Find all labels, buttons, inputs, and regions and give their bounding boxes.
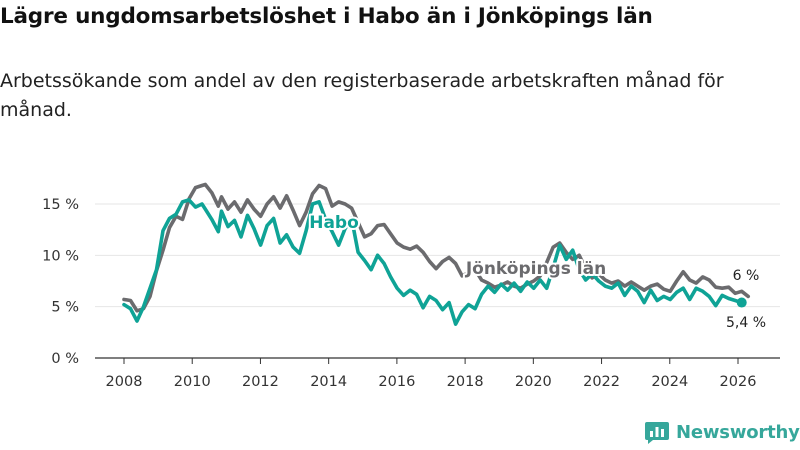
y-tick-label: 0 % bbox=[51, 351, 79, 367]
chart-title: Lägre ungdomsarbetslöshet i Habo än i Jö… bbox=[0, 4, 653, 29]
jonkopings-lan-series-label-halo: Jönköpings län bbox=[465, 259, 606, 279]
x-tick-label: 2018 bbox=[447, 374, 484, 390]
jonkopings-lan-end-value-label-text: 6 % bbox=[733, 268, 760, 284]
habo-endpoint-marker bbox=[736, 297, 747, 308]
habo-series-line bbox=[122, 198, 744, 326]
x-tick-label: 2012 bbox=[242, 374, 279, 390]
habo-series-label-halo: Habo bbox=[309, 213, 359, 233]
brand-name: Newsworthy bbox=[676, 421, 800, 443]
x-tick-label: 2016 bbox=[378, 374, 415, 390]
habo-end-value-label: 5,4 %5,4 % bbox=[724, 313, 768, 333]
x-tick-label: 2024 bbox=[651, 374, 688, 390]
habo-end-value-label-text: 5,4 % bbox=[726, 315, 766, 331]
jonkopings-lan-series-line bbox=[122, 182, 750, 313]
x-tick-label: 2026 bbox=[720, 374, 757, 390]
habo-end-value-label-halo: 5,4 % bbox=[726, 315, 766, 331]
y-axis: 0 % 5 % 10 % 15 % bbox=[42, 197, 79, 367]
jonkopings-lan-series-label-text: Jönköpings län bbox=[465, 259, 606, 279]
chart-subtitle: Arbetssökande som andel av den registerb… bbox=[0, 70, 724, 121]
x-tick-label: 2014 bbox=[310, 374, 347, 390]
x-tick-label: 2022 bbox=[583, 374, 620, 390]
y-tick-label: 15 % bbox=[42, 197, 79, 213]
x-tick-label: 2010 bbox=[174, 374, 211, 390]
y-tick-label: 10 % bbox=[42, 248, 79, 264]
jonkopings-lan-end-value-label: 6 %6 % bbox=[731, 266, 762, 286]
gridlines bbox=[95, 203, 780, 308]
habo-series-label-text: Habo bbox=[309, 213, 359, 233]
x-tick-label: 2008 bbox=[106, 374, 143, 390]
y-tick-label: 5 % bbox=[51, 300, 79, 316]
series-lines bbox=[122, 182, 750, 326]
jonkopings-lan-end-value-label-halo: 6 % bbox=[733, 268, 760, 284]
x-axis: 2008 2010 2012 2014 2016 2018 2020 2022 2024 2026 bbox=[95, 357, 780, 390]
x-tick-label: 2020 bbox=[515, 374, 552, 390]
newsworthy-brand[interactable]: Newsworthy bbox=[644, 419, 800, 445]
bar-chart-logo-icon bbox=[645, 422, 669, 444]
